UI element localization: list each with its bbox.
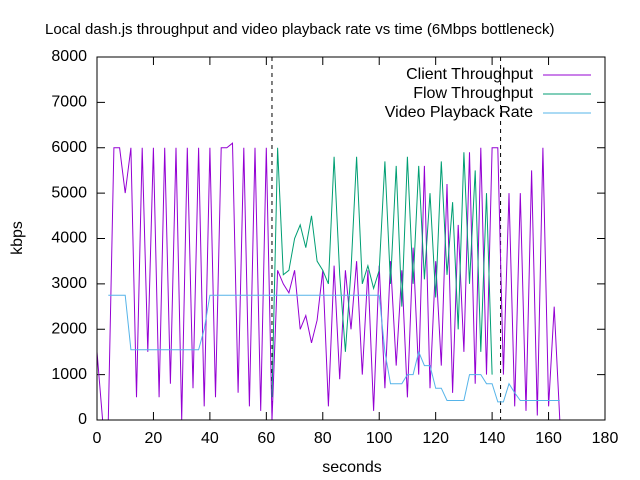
y-tick-label: 0 <box>78 411 87 428</box>
plot-frame <box>96 56 606 421</box>
y-tick-label: 2000 <box>51 320 87 337</box>
x-tick-label: 40 <box>201 430 219 447</box>
y-tick-label: 4000 <box>51 230 87 247</box>
x-tick-label: 60 <box>257 430 275 447</box>
x-axis-label: seconds <box>322 459 382 476</box>
x-tick-label: 100 <box>366 430 393 447</box>
legend-label: Flow Throughput <box>413 85 533 102</box>
x-tick-label: 180 <box>592 430 619 447</box>
x-tick-label: 0 <box>93 430 102 447</box>
x-tick-label: 120 <box>422 430 449 447</box>
y-tick-label: 7000 <box>51 94 87 111</box>
x-tick-label: 80 <box>314 430 332 447</box>
series-line <box>108 294 560 403</box>
x-tick-label: 160 <box>535 430 562 447</box>
x-tick-label: 140 <box>479 430 506 447</box>
y-tick-label: 6000 <box>51 139 87 156</box>
y-tick-label: 8000 <box>51 48 87 65</box>
series-line <box>271 147 493 398</box>
series-line <box>96 142 561 421</box>
x-tick-label: 20 <box>145 430 163 447</box>
chart-title: Local dash.js throughput and video playb… <box>45 21 554 38</box>
y-axis-label: kbps <box>9 221 26 255</box>
y-tick-label: 1000 <box>51 366 87 383</box>
y-tick-label: 3000 <box>51 275 87 292</box>
legend-label: Video Playback Rate <box>385 104 533 121</box>
legend-label: Client Throughput <box>406 66 533 83</box>
y-tick-label: 5000 <box>51 184 87 201</box>
